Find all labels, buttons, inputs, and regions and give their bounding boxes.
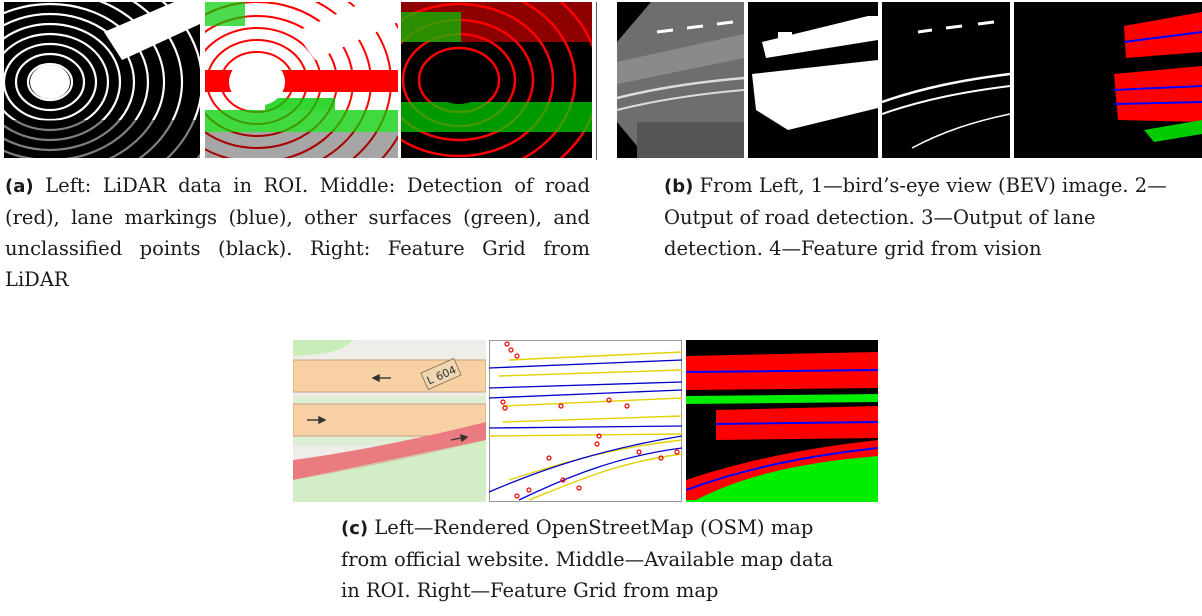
- caption-a-text: Left: LiDAR data in ROI. Middle: Detecti…: [5, 174, 590, 291]
- vision-feature-grid-image: [1014, 2, 1202, 158]
- caption-b-text: From Left, 1—bird’s-eye view (BEV) image…: [664, 174, 1167, 260]
- road-detection-image: [748, 2, 878, 158]
- caption-c-label: (c): [341, 518, 369, 539]
- caption-a: (a) Left: LiDAR data in ROI. Middle: Det…: [5, 170, 590, 295]
- caption-a-label: (a): [5, 176, 34, 197]
- lane-detection-image: [882, 2, 1010, 158]
- caption-c-text: Left—Rendered OpenStreetMap (OSM) map fr…: [341, 516, 834, 602]
- column-separator: [596, 2, 597, 160]
- osm-map-image: L 604: [293, 340, 486, 502]
- map-feature-grid-image: [686, 340, 878, 502]
- caption-b-label: (b): [664, 176, 694, 197]
- caption-b: (b) From Left, 1—bird’s-eye view (BEV) i…: [664, 170, 1174, 264]
- lidar-detection-image: [205, 2, 398, 158]
- bev-image: [617, 2, 744, 158]
- map-data-roi-image: [489, 340, 682, 502]
- lidar-feature-grid-image: [401, 2, 592, 158]
- lidar-roi-image: [4, 2, 200, 158]
- caption-c: (c) Left—Rendered OpenStreetMap (OSM) ma…: [341, 512, 841, 606]
